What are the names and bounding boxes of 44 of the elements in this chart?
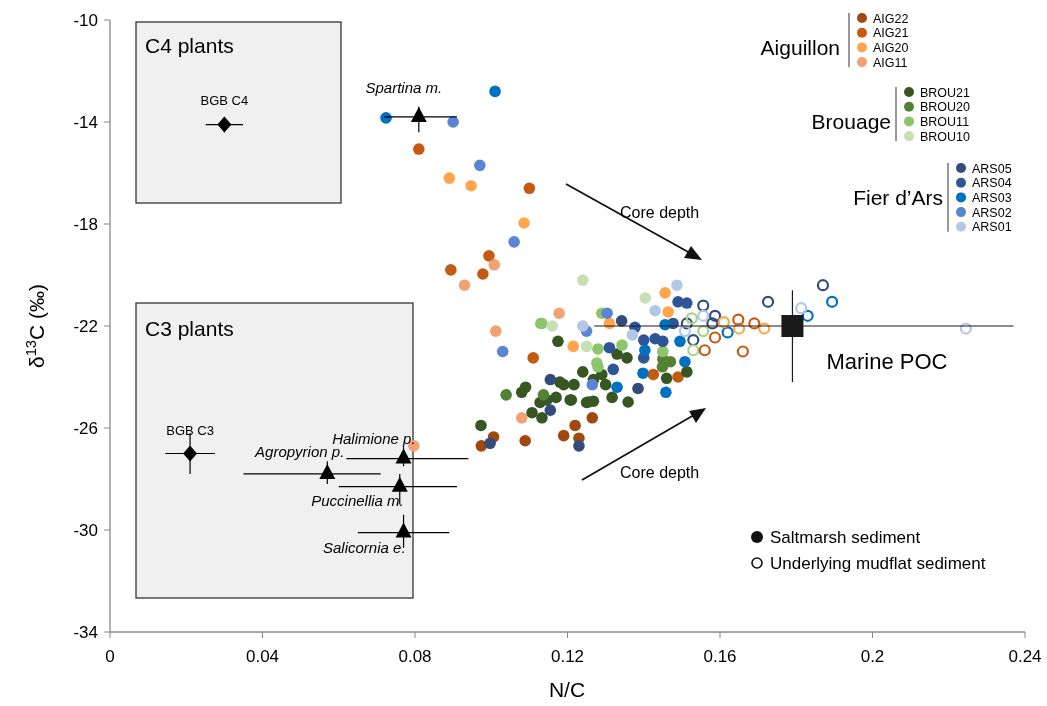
annotation: Fier d’Ars xyxy=(853,186,943,209)
annotation: C4 plants xyxy=(145,34,234,57)
y-tick-label: -10 xyxy=(73,11,98,30)
legend-label: BROU10 xyxy=(920,129,971,144)
legend-label: AIG21 xyxy=(873,26,909,41)
y-tick-label: -14 xyxy=(73,113,98,132)
annotation: Core depth xyxy=(620,464,700,481)
x-tick-label: 0.24 xyxy=(1008,647,1042,666)
series-label: BGB C3 xyxy=(166,422,214,438)
annotation: Brouage xyxy=(811,110,891,133)
y-tick-label: -26 xyxy=(73,419,98,438)
legend-label: ARS02 xyxy=(972,205,1012,220)
legend-label: AIG11 xyxy=(873,55,908,70)
series-label: BGB C4 xyxy=(200,92,249,108)
legend-label: BROU20 xyxy=(920,100,971,115)
legend-label: BROU21 xyxy=(920,85,971,100)
legend-label: ARS04 xyxy=(972,176,1012,191)
x-axis-title: N/C xyxy=(548,678,586,701)
series-label: Salicornia e. xyxy=(323,538,406,556)
annotation: Core depth xyxy=(620,204,700,221)
legend-label: ARS05 xyxy=(972,161,1012,176)
x-tick-label: 0.08 xyxy=(398,647,432,666)
y-tick-label: -34 xyxy=(73,623,98,642)
annotation: Saltmarsh sediment xyxy=(770,528,921,547)
series-label: Marine POC xyxy=(826,349,948,374)
series-label: Halimione p. xyxy=(332,429,416,447)
x-tick-label: 0.12 xyxy=(550,647,585,666)
x-tick-label: 0 xyxy=(105,647,115,666)
annotation: Aiguillon xyxy=(760,36,840,59)
series-label: Spartina m. xyxy=(365,78,443,96)
legend-label: ARS01 xyxy=(972,220,1012,235)
y-tick-label: -30 xyxy=(73,521,98,540)
legend-label: AIG20 xyxy=(873,40,909,55)
x-tick-label: 0.16 xyxy=(703,647,737,666)
y-tick-label: -18 xyxy=(73,215,98,234)
legend-label: AIG22 xyxy=(873,11,909,26)
y-tick-label: -22 xyxy=(73,317,98,336)
annotation: Underlying mudflat sediment xyxy=(770,554,986,573)
x-tick-label: 0.04 xyxy=(245,647,280,666)
x-tick-label: 0.2 xyxy=(860,647,885,666)
legend-label: ARS03 xyxy=(972,190,1012,205)
annotation: C3 plants xyxy=(145,317,234,340)
series-label: Puccinellia m. xyxy=(311,491,404,509)
legend-label: BROU11 xyxy=(920,114,970,129)
